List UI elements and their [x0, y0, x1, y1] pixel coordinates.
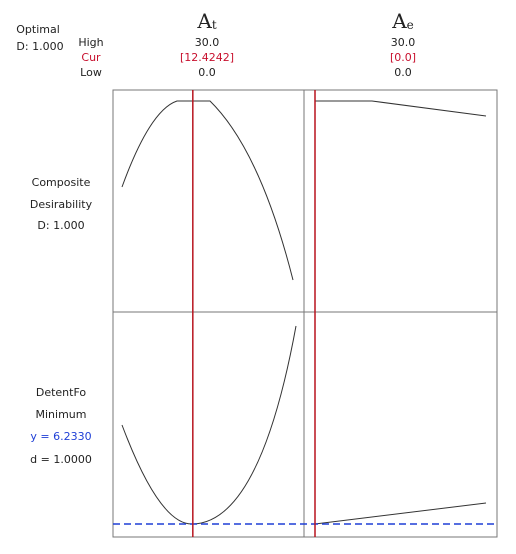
factor-low: 0.0: [394, 66, 412, 79]
factor-high: 30.0: [391, 36, 416, 49]
factor-low: 0.0: [198, 66, 216, 79]
curve: [315, 100, 487, 117]
response-label: Desirability: [30, 198, 93, 211]
high-label: High: [78, 36, 103, 49]
factor-letter: A: [196, 9, 212, 33]
factor-name: Ae: [391, 9, 414, 33]
plot-frame: [112, 89, 498, 538]
optimal-d: D: 1.000: [16, 40, 63, 53]
response-label: D: 1.000: [37, 219, 84, 232]
cur-label: Cur: [81, 51, 101, 64]
factor-cur: [0.0]: [390, 51, 416, 64]
factor-letter: A: [391, 9, 407, 33]
response-d: d = 1.0000: [30, 453, 92, 466]
curve: [121, 100, 294, 281]
optimal-title: Optimal: [16, 23, 60, 36]
response-label: DetentFo: [36, 386, 87, 399]
curve: [314, 502, 487, 525]
factor-cur: [12.4242]: [180, 51, 234, 64]
response-y: y = 6.2330: [30, 430, 91, 443]
low-label: Low: [80, 66, 102, 79]
factor-name: At: [196, 9, 216, 33]
factor-subscript: t: [212, 18, 217, 32]
response-label: Minimum: [36, 408, 87, 421]
curve: [121, 325, 297, 525]
factor-high: 30.0: [195, 36, 220, 49]
response-label: Composite: [32, 176, 91, 189]
factor-subscript: e: [407, 18, 414, 32]
